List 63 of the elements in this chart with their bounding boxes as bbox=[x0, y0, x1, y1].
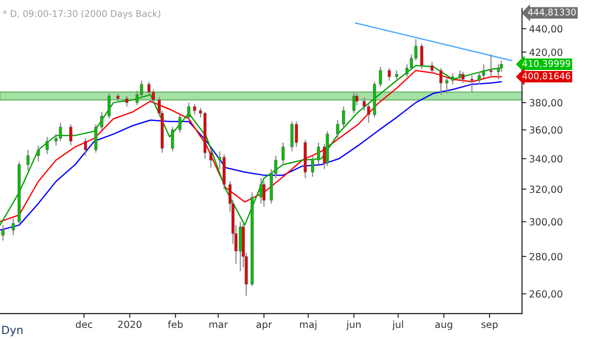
text: 444,81330 bbox=[528, 8, 576, 16]
candlestick bbox=[420, 43, 424, 70]
y-tick-label: 360,00 bbox=[530, 126, 562, 135]
candlestick bbox=[378, 66, 382, 88]
x-tick-label: jul bbox=[392, 320, 404, 330]
candlestick bbox=[100, 111, 104, 130]
candlestick bbox=[388, 67, 391, 82]
candlestick bbox=[489, 54, 493, 78]
candlestick bbox=[94, 124, 98, 154]
x-tick-label: maj bbox=[300, 320, 316, 330]
candlestick bbox=[262, 180, 266, 208]
x-tick-label: apr bbox=[256, 322, 272, 330]
y-tick-label: 440,00 bbox=[529, 25, 562, 34]
candlestick bbox=[116, 92, 120, 104]
candlestick bbox=[352, 92, 356, 114]
candlestick bbox=[84, 138, 88, 156]
candlestick bbox=[445, 76, 448, 94]
candlestick bbox=[439, 67, 442, 96]
candlestick bbox=[496, 64, 500, 80]
candlestick bbox=[290, 120, 294, 152]
y-tick-label: 260,00 bbox=[530, 290, 562, 299]
candlestick bbox=[461, 71, 465, 84]
y-tick-label: 420,00 bbox=[529, 48, 562, 57]
candlestick bbox=[311, 155, 314, 178]
candlestick bbox=[26, 149, 30, 172]
y-tick-label: 380,00 bbox=[530, 99, 562, 108]
candlestick bbox=[209, 148, 212, 168]
candlestick bbox=[470, 74, 474, 93]
chart-title: * D, 09:00-17:30 (2000 Days Back) bbox=[2, 10, 160, 19]
y-tick-label: 340,00 bbox=[530, 155, 562, 164]
candlestick bbox=[282, 142, 285, 166]
candlestick bbox=[46, 136, 49, 155]
candlestick bbox=[336, 120, 340, 139]
candlestick bbox=[294, 120, 298, 148]
x-tick-label: sep bbox=[481, 322, 498, 330]
candlestick bbox=[170, 126, 174, 152]
candlestick bbox=[125, 95, 128, 108]
candlestick bbox=[178, 114, 182, 134]
candlestick bbox=[12, 218, 15, 236]
candlestick bbox=[259, 178, 263, 204]
y-tick-label: 300,00 bbox=[530, 218, 562, 227]
candlestick bbox=[430, 61, 434, 75]
candlestick bbox=[187, 102, 190, 121]
candlestick bbox=[342, 106, 346, 128]
x-tick-label: jun bbox=[346, 320, 361, 330]
candlestick bbox=[58, 122, 62, 142]
candlestick bbox=[69, 124, 72, 146]
candlestick bbox=[316, 142, 320, 166]
candlestick bbox=[1, 224, 4, 242]
y-tick-label: 320,00 bbox=[530, 186, 562, 194]
candlestick bbox=[108, 92, 111, 120]
x-tick-label: aug bbox=[435, 322, 452, 330]
x-tick-label: mar bbox=[209, 322, 228, 328]
x-tick-label: dec bbox=[76, 320, 92, 328]
x-tick-label: feb bbox=[168, 320, 183, 328]
candlestick bbox=[36, 144, 40, 162]
annotation: 410,39999 bbox=[522, 60, 570, 68]
candlestick bbox=[193, 103, 196, 116]
text: Dyn bbox=[2, 326, 22, 336]
x-tick-label: 2020 bbox=[118, 320, 142, 328]
annotation: 400,81646 bbox=[522, 72, 570, 80]
y-tick-label: 280,00 bbox=[530, 252, 562, 262]
candlestick bbox=[451, 72, 454, 85]
